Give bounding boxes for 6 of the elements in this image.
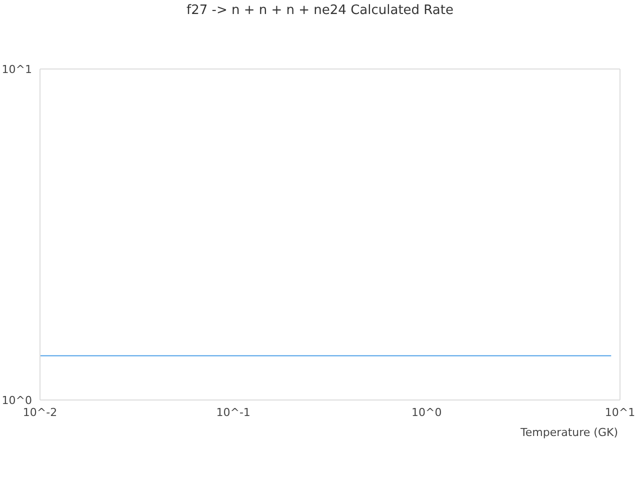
x-axis-title: Temperature (GK) (520, 426, 618, 439)
x-tick-label: 10^1 (604, 406, 636, 419)
x-tick-label: 10^-2 (22, 406, 58, 419)
x-tick-label: 10^0 (412, 406, 442, 419)
chart-title: f27 -> n + n + n + ne24 Calculated Rate (186, 3, 454, 18)
x-tick-label: 10^-1 (216, 406, 250, 419)
